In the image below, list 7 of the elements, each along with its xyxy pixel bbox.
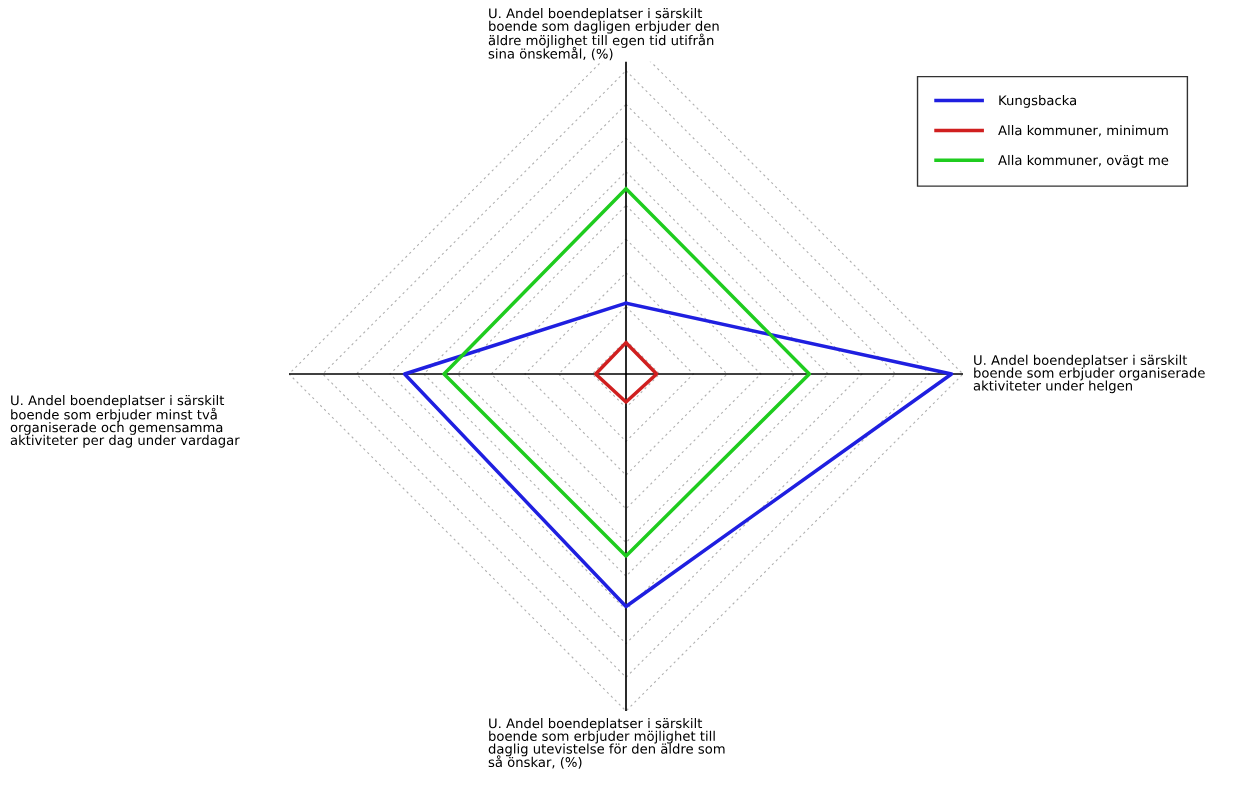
spoke-label: U. Andel boendeplatser i särskilt boende som dagligen erbjuder den äldre möjlighet till egen tid utifrån sina önskemål, (%)	[488, 8, 719, 61]
legend-label: Alla kommuner, ovägt me	[998, 154, 1169, 168]
legend-label: Alla kommuner, minimum	[998, 124, 1168, 137]
spoke-label: U. Andel boendeplatser i särskilt boende som erbjuder organiserade aktiviteter under helgen	[973, 354, 1205, 394]
legend-label: Kungsbacka	[999, 95, 1076, 108]
spoke-label: U. Andel boendeplatser i särskilt boende som erbjuder möjlighet till daglig utevistelse för den äldre som så önskar, (%)	[488, 718, 725, 769]
spoke-label: U. Andel boendeplatser i särskilt boende som erbjuder minst två organiserade och gemensamma aktiviteter per dag under vardagar	[10, 395, 240, 448]
